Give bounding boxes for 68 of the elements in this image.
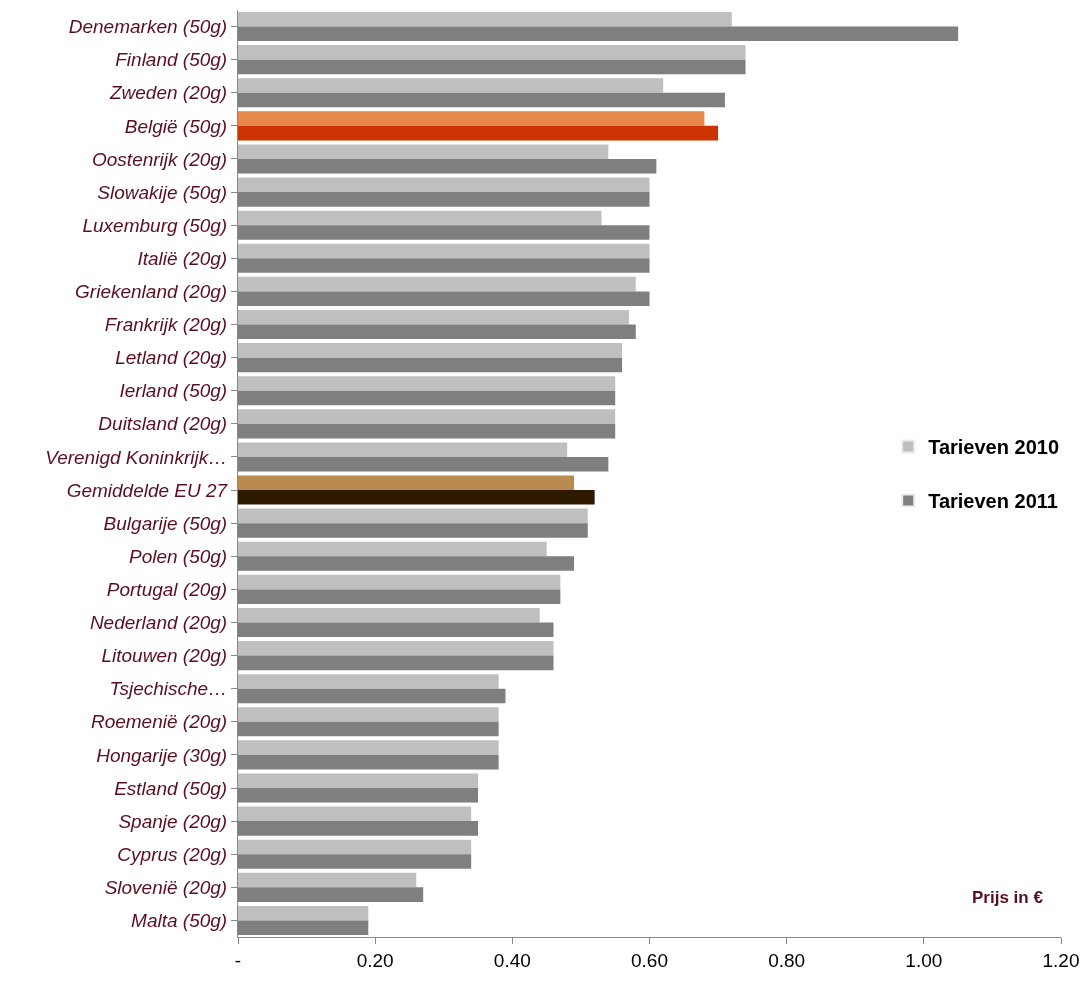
bar [238,905,369,921]
bar [238,210,602,226]
y-tick-label: Hongarije (30g) [96,744,228,766]
legend-label: Tarieven 2011 [928,490,1058,513]
y-tick-label: Malta (50g) [131,910,228,932]
y-tick-label: Gemiddelde EU 27 [66,479,229,501]
y-tick-label: Italië (20g) [137,247,228,269]
x-tick-label: 0.40 [493,949,531,971]
bar [238,641,554,656]
legend-label: Tarieven 2010 [928,436,1060,459]
x-tick-label: 0.20 [356,949,394,971]
y-tick-label: Griekenland (20g) [75,281,228,303]
bar [238,125,719,141]
y-tick-label: Frankrijk (20g) [104,314,228,336]
bar [238,111,705,126]
x-tick-label: 0.80 [768,949,806,971]
bar [238,11,732,27]
bar [238,773,479,789]
y-tick-label: Tsjechische… [109,678,228,700]
bar [238,442,568,457]
y-tick-label: Estland (50g) [114,777,228,799]
y-tick-label: Litouwen (20g) [101,645,228,667]
y-tick-label: Luxemburg (50g) [82,214,228,236]
bar [238,607,540,623]
annotation: Prijs in € [972,888,1044,907]
y-tick-label: België (50g) [124,115,228,137]
bar [238,78,664,93]
x-tick-label: 1.00 [905,949,943,971]
y-tick-label: Verenigd Koninkrijk… [45,446,228,468]
y-tick-label: Bulgarije (50g) [103,512,228,534]
y-tick-label: Duitsland (20g) [98,413,228,435]
bar [238,674,499,689]
bar [238,574,561,590]
bar [238,276,636,292]
bar [238,144,609,159]
y-tick-label: Portugal (20g) [106,579,228,601]
x-tick-label: 1.20 [1042,949,1080,971]
bar [238,839,472,855]
y-tick-label: Roemenië (20g) [90,711,228,733]
bar [238,243,650,259]
y-tick-label: Cyprus (20g) [117,843,228,865]
y-tick-label: Spanje (20g) [118,810,228,832]
bar [238,508,588,524]
x-tick-label: - [234,949,242,971]
bar [238,475,575,491]
bar [238,806,472,822]
bar [238,177,650,193]
bar [238,409,616,424]
y-tick-label: Finland (50g) [115,49,228,71]
y-tick-label: Zweden (20g) [108,82,228,104]
y-tick-label: Denemarken (50g) [68,16,228,38]
bar [238,490,595,505]
bar [238,872,417,888]
bar [238,541,547,557]
y-tick-label: Slowakije (50g) [97,181,228,203]
x-tick-label: 0.60 [631,949,668,971]
bar [238,740,499,755]
bar [238,343,623,358]
y-tick-label: Slovenië (20g) [104,876,228,898]
y-tick-label: Ierland (50g) [119,380,228,402]
y-tick-label: Nederland (20g) [89,612,228,634]
bar [238,309,629,325]
y-tick-label: Oostenrijk (20g) [92,148,228,170]
y-tick-label: Polen (50g) [128,545,228,567]
bar [238,376,616,391]
y-tick-label: Letland (20g) [115,347,228,369]
bar [238,45,746,60]
bar [238,707,499,722]
